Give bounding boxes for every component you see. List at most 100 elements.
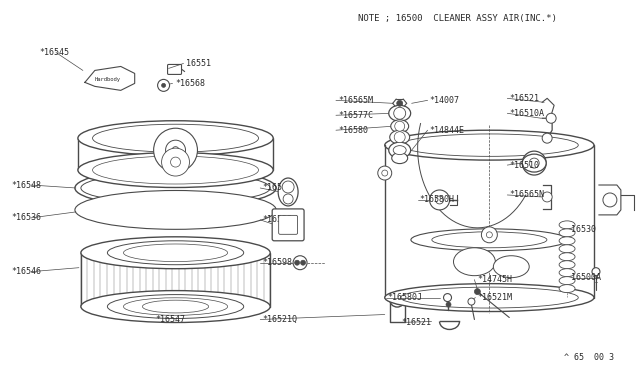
Text: *14844E: *14844E (429, 126, 465, 135)
Ellipse shape (432, 232, 547, 248)
Ellipse shape (454, 248, 495, 276)
Circle shape (171, 157, 180, 167)
Text: *16521Q: *16521Q (262, 315, 297, 324)
Text: *16565M: *16565M (338, 96, 373, 105)
Ellipse shape (81, 173, 270, 203)
Ellipse shape (93, 156, 259, 184)
Circle shape (294, 260, 300, 265)
Ellipse shape (278, 178, 298, 206)
Circle shape (529, 158, 539, 168)
Text: *16521: *16521 (402, 318, 432, 327)
Ellipse shape (108, 295, 244, 318)
Ellipse shape (124, 244, 228, 262)
Ellipse shape (393, 146, 406, 155)
Text: Hardbody: Hardbody (95, 77, 121, 82)
Circle shape (542, 133, 552, 143)
Ellipse shape (559, 245, 575, 253)
Text: *16545: *16545 (39, 48, 69, 57)
Text: *16523: *16523 (262, 215, 292, 224)
Circle shape (395, 121, 404, 131)
Text: *16510A: *16510A (509, 109, 544, 118)
Circle shape (436, 196, 444, 204)
Text: NOTE ; 16500  CLEANER ASSY AIR(INC.*): NOTE ; 16500 CLEANER ASSY AIR(INC.*) (358, 14, 557, 23)
Ellipse shape (391, 120, 409, 133)
Circle shape (394, 132, 405, 143)
Circle shape (468, 298, 475, 305)
Circle shape (603, 193, 617, 207)
Ellipse shape (93, 124, 259, 152)
Circle shape (397, 100, 403, 106)
Circle shape (486, 232, 492, 238)
Text: *16547: *16547 (156, 315, 186, 324)
Text: 16500A: 16500A (571, 273, 601, 282)
Circle shape (154, 128, 198, 172)
Text: *16565N: *16565N (509, 190, 544, 199)
Circle shape (429, 190, 449, 210)
Circle shape (474, 289, 481, 295)
Circle shape (546, 113, 556, 123)
Ellipse shape (559, 277, 575, 285)
Ellipse shape (392, 153, 408, 164)
Circle shape (301, 260, 305, 265)
Ellipse shape (385, 130, 594, 160)
Circle shape (378, 166, 392, 180)
Ellipse shape (401, 287, 579, 308)
Text: *14007: *14007 (429, 96, 460, 105)
Ellipse shape (559, 229, 575, 237)
Text: *16580J: *16580J (388, 293, 423, 302)
Ellipse shape (385, 283, 594, 311)
Circle shape (444, 294, 451, 302)
Ellipse shape (75, 169, 276, 208)
Ellipse shape (124, 298, 228, 315)
Circle shape (283, 194, 293, 204)
Ellipse shape (388, 105, 411, 121)
Ellipse shape (493, 256, 529, 278)
Circle shape (446, 302, 451, 307)
Ellipse shape (401, 134, 579, 156)
Circle shape (382, 170, 388, 176)
Ellipse shape (522, 154, 546, 172)
Ellipse shape (388, 142, 411, 158)
Text: *16548: *16548 (11, 180, 41, 189)
Ellipse shape (108, 241, 244, 265)
Ellipse shape (559, 221, 575, 229)
Text: *16536: *16536 (11, 214, 41, 222)
Text: *16521: *16521 (509, 94, 540, 103)
Ellipse shape (81, 291, 270, 323)
Circle shape (166, 140, 186, 160)
Circle shape (592, 268, 600, 276)
Circle shape (394, 107, 406, 119)
Ellipse shape (559, 285, 575, 293)
Ellipse shape (559, 237, 575, 245)
Text: *16568: *16568 (175, 79, 205, 88)
Ellipse shape (78, 121, 273, 155)
Text: 16551: 16551 (186, 59, 211, 68)
Text: *16580: *16580 (338, 126, 368, 135)
Circle shape (172, 147, 179, 154)
Circle shape (161, 83, 166, 87)
Ellipse shape (559, 261, 575, 269)
Text: *14745H: *14745H (477, 275, 513, 284)
Text: *16566: *16566 (262, 183, 292, 192)
Ellipse shape (78, 153, 273, 187)
Text: 16530: 16530 (571, 225, 596, 234)
FancyBboxPatch shape (272, 209, 304, 241)
Ellipse shape (81, 237, 270, 269)
Text: *16580H: *16580H (420, 195, 454, 205)
Ellipse shape (559, 253, 575, 261)
Text: *16598: *16598 (262, 258, 292, 267)
Circle shape (282, 181, 294, 193)
Ellipse shape (559, 269, 575, 277)
FancyBboxPatch shape (278, 215, 298, 234)
Text: *16510: *16510 (509, 161, 540, 170)
Ellipse shape (390, 130, 410, 144)
Ellipse shape (143, 300, 209, 313)
Text: *16546: *16546 (11, 267, 41, 276)
Circle shape (157, 79, 170, 92)
Circle shape (522, 151, 546, 175)
Text: *16577C: *16577C (338, 111, 373, 120)
Circle shape (542, 192, 552, 202)
Ellipse shape (411, 229, 568, 251)
Circle shape (161, 148, 189, 176)
FancyBboxPatch shape (168, 64, 182, 74)
